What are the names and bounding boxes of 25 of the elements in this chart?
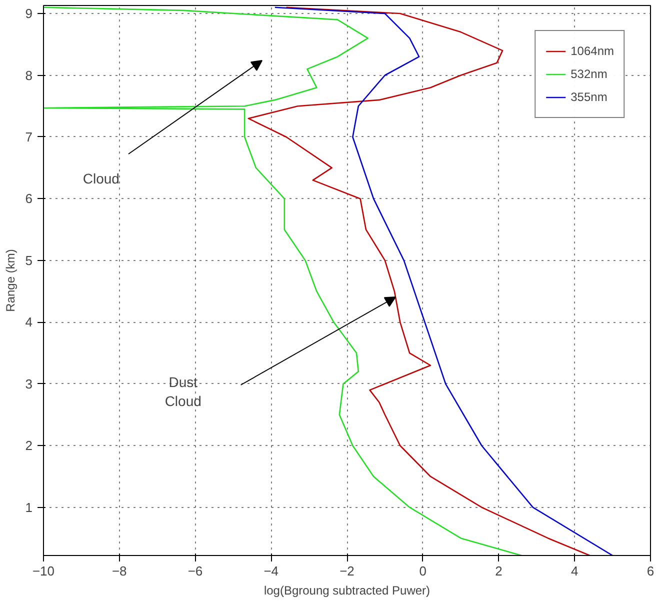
- x-tick-label: −6: [188, 564, 203, 578]
- x-tick-label: −10: [32, 564, 55, 578]
- y-tick-label: 8: [25, 68, 33, 83]
- annotation: Dust Cloud: [164, 374, 202, 410]
- y-tick-label: 5: [25, 252, 33, 268]
- y-tick-label: 4: [25, 314, 33, 330]
- x-axis-title: log(Bgroung subtracted Puwer): [264, 584, 430, 598]
- y-tick-label: 6: [25, 191, 33, 206]
- y-tick-label: 1: [25, 500, 33, 515]
- x-tick-label: −2: [340, 564, 354, 578]
- x-tick-label: 2: [495, 564, 502, 578]
- x-tick-label: 4: [571, 564, 578, 578]
- y-tick-label: 9: [25, 6, 33, 22]
- x-tick-label: −8: [112, 564, 127, 578]
- legend-label: 1064nm: [570, 44, 614, 58]
- y-tick-label: 7: [25, 129, 33, 144]
- annotation: Cloud: [82, 170, 120, 186]
- x-tick-label: −4: [264, 564, 279, 578]
- legend-label: 532nm: [570, 67, 608, 81]
- x-tick-label: 0: [419, 564, 426, 578]
- x-tick-label: 6: [646, 564, 654, 578]
- y-tick-label: 2: [25, 438, 33, 454]
- y-axis-title: Range (km): [3, 249, 18, 312]
- legend-label: 355nm: [570, 90, 608, 104]
- y-tick-label: 3: [25, 376, 33, 392]
